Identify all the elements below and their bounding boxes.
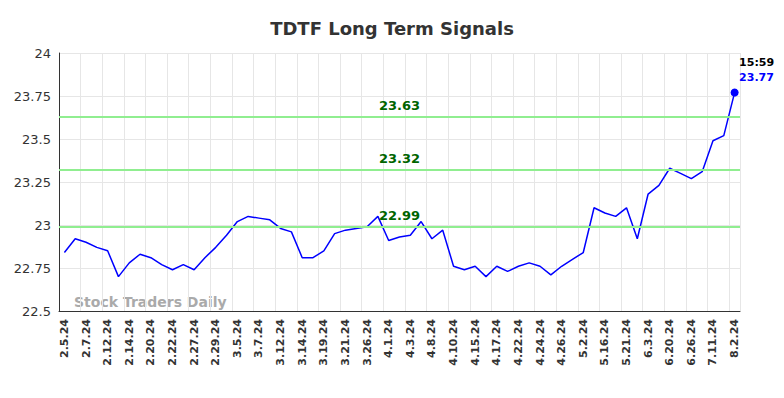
svg-text:23.25: 23.25 (14, 175, 51, 190)
svg-text:4.3.24: 4.3.24 (404, 319, 417, 358)
svg-text:23.63: 23.63 (379, 98, 420, 113)
svg-text:22.75: 22.75 (14, 261, 51, 276)
svg-text:2.5.24: 2.5.24 (58, 319, 71, 358)
svg-text:6.3.24: 6.3.24 (642, 319, 655, 358)
svg-text:3.12.24: 3.12.24 (274, 319, 287, 366)
svg-text:2.14.24: 2.14.24 (123, 319, 136, 366)
svg-text:4.10.24: 4.10.24 (447, 319, 460, 366)
svg-text:4.1.24: 4.1.24 (382, 319, 395, 358)
svg-text:3.26.24: 3.26.24 (361, 319, 374, 366)
svg-text:23.5: 23.5 (22, 132, 51, 147)
svg-text:23.77: 23.77 (739, 71, 774, 84)
svg-text:3.5.24: 3.5.24 (231, 319, 244, 358)
svg-text:23.32: 23.32 (379, 151, 420, 166)
svg-text:15:59: 15:59 (739, 56, 774, 69)
svg-text:23: 23 (34, 218, 51, 233)
svg-text:3.19.24: 3.19.24 (317, 319, 330, 366)
svg-text:5.2.24: 5.2.24 (577, 319, 590, 358)
svg-text:2.7.24: 2.7.24 (80, 319, 93, 358)
svg-text:2.29.24: 2.29.24 (209, 319, 222, 366)
svg-text:22.5: 22.5 (22, 304, 51, 319)
svg-text:22.99: 22.99 (379, 208, 420, 223)
svg-text:4.24.24: 4.24.24 (534, 319, 547, 366)
svg-text:6.20.24: 6.20.24 (663, 319, 676, 366)
svg-text:5.21.24: 5.21.24 (620, 319, 633, 366)
svg-text:3.7.24: 3.7.24 (252, 319, 265, 358)
svg-text:2.22.24: 2.22.24 (166, 319, 179, 366)
svg-text:2.12.24: 2.12.24 (101, 319, 114, 366)
svg-text:2.20.24: 2.20.24 (144, 319, 157, 366)
svg-text:3.21.24: 3.21.24 (339, 319, 352, 366)
svg-text:4.22.24: 4.22.24 (512, 319, 525, 366)
svg-text:2.27.24: 2.27.24 (188, 319, 201, 366)
svg-text:4.8.24: 4.8.24 (425, 319, 438, 358)
svg-text:6.26.24: 6.26.24 (685, 319, 698, 366)
svg-text:24: 24 (34, 46, 51, 61)
svg-text:TDTF Long Term Signals: TDTF Long Term Signals (270, 18, 514, 39)
svg-text:23.75: 23.75 (14, 89, 51, 104)
svg-text:Stock Traders Daily: Stock Traders Daily (74, 294, 227, 310)
svg-text:7.11.24: 7.11.24 (706, 319, 719, 366)
svg-text:8.2.24: 8.2.24 (728, 319, 741, 358)
svg-text:5.16.24: 5.16.24 (598, 319, 611, 366)
svg-text:4.17.24: 4.17.24 (490, 319, 503, 366)
svg-text:4.15.24: 4.15.24 (469, 319, 482, 366)
svg-text:3.14.24: 3.14.24 (296, 319, 309, 366)
svg-text:4.26.24: 4.26.24 (555, 319, 568, 366)
